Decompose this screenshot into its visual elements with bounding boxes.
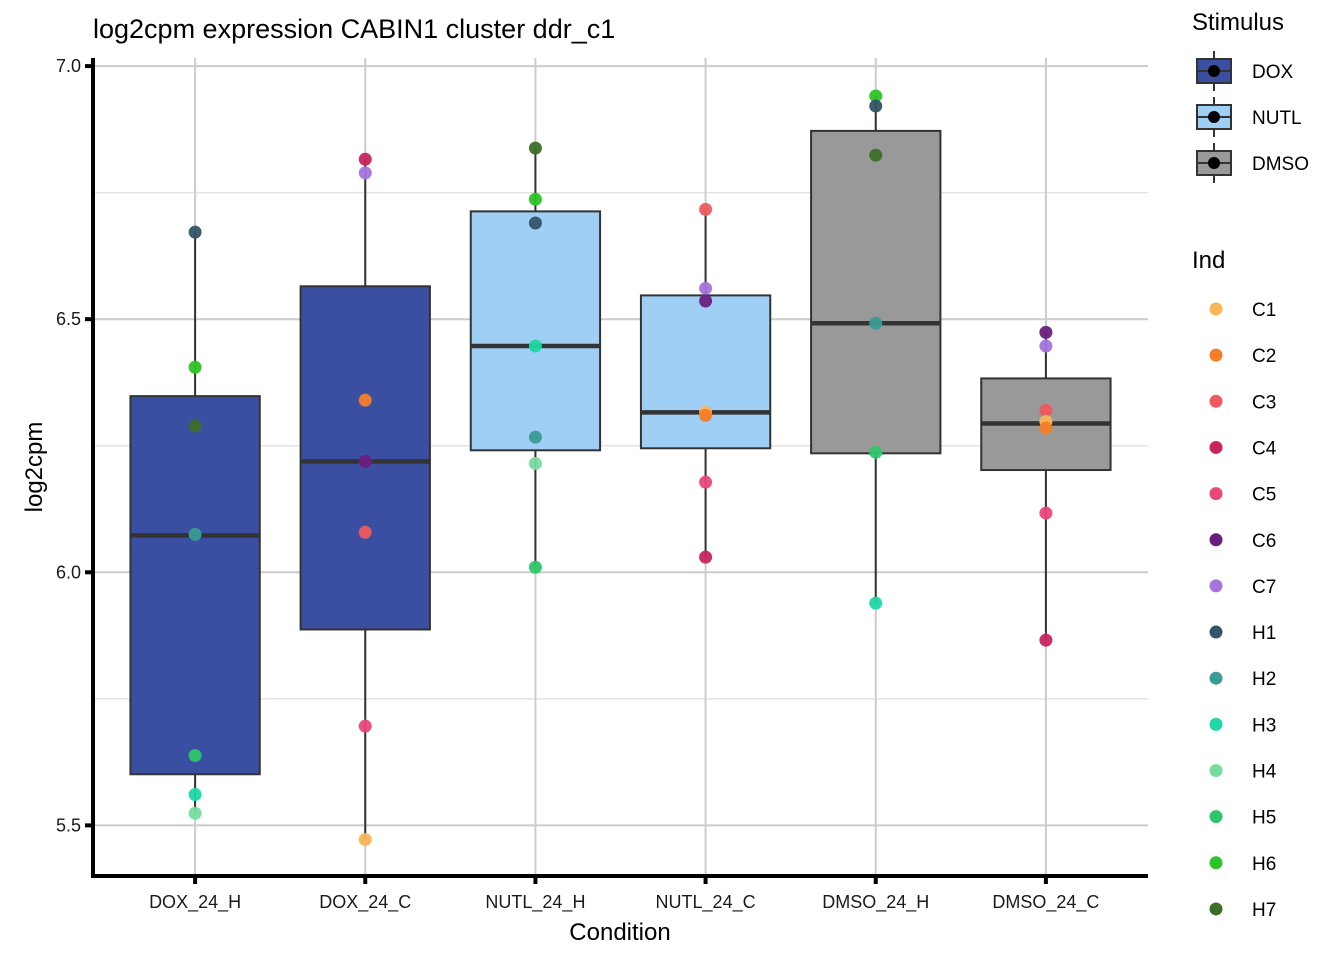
legend-label-C1: C1 [1252,300,1276,321]
y-tick-label: 6.0 [56,562,81,582]
x-tick-label: DOX_24_C [319,892,411,913]
legend-label-H5: H5 [1252,808,1276,829]
data-point-H7 [528,141,542,155]
x-axis-title: Condition [569,919,670,946]
box-NUTL_24_H [469,210,602,452]
data-point-H5 [869,445,883,459]
legend-key-point-C6 [1209,533,1223,547]
legend-label-H1: H1 [1252,623,1276,644]
data-point-C6 [699,294,713,308]
boxes [129,95,1112,840]
legend-label-H4: H4 [1252,762,1277,783]
data-point-C4 [1039,633,1053,647]
x-tick-label: DMSO_24_C [992,892,1099,913]
points [188,89,1053,847]
data-point-H6 [869,89,883,103]
legend-label-C6: C6 [1252,531,1276,552]
data-point-C5 [699,475,713,489]
legend-key-point-H2 [1209,671,1223,685]
legend-title-ind: Ind [1192,247,1225,274]
legend-label-C5: C5 [1252,485,1276,506]
data-point-H5 [188,749,202,763]
data-point-C2 [1039,421,1053,435]
legend-key-point-H6 [1209,856,1223,870]
y-tick-label: 5.5 [56,815,81,835]
legend-key-point-C4 [1209,440,1223,454]
data-point-C7 [1039,339,1053,353]
data-point-H1 [869,99,883,113]
x-tick-label: DMSO_24_H [822,892,929,913]
legend-label-DOX: DOX [1252,62,1294,83]
data-point-H3 [528,339,542,353]
legend-key-point [1208,157,1220,169]
data-point-H4 [188,806,202,820]
data-point-C6 [358,454,372,468]
legend-label-H3: H3 [1252,715,1276,736]
data-point-C4 [699,550,713,564]
legend-key-point-H5 [1209,810,1223,824]
data-point-C3 [358,525,372,539]
data-point-H2 [869,316,883,330]
data-point-H1 [528,216,542,230]
legend-key-point-C1 [1209,302,1223,316]
data-point-C6 [1039,325,1053,339]
data-point-C5 [358,719,372,733]
data-point-C7 [358,166,372,180]
legend-label-C2: C2 [1252,346,1276,367]
data-point-C3 [1039,403,1053,417]
data-point-H7 [869,148,883,162]
data-point-C2 [699,408,713,422]
x-tick-label: NUTL_24_C [656,892,756,913]
data-point-H1 [188,225,202,239]
legend-title-stimulus: Stimulus [1192,9,1284,36]
x-tick-label: NUTL_24_H [485,892,585,913]
legend-key-point-C2 [1209,348,1223,362]
data-point-H6 [188,360,202,374]
y-axis-title: log2cpm [21,422,48,513]
x-tick-label: DOX_24_H [149,892,241,913]
data-point-C1 [358,833,372,847]
data-point-H2 [528,430,542,444]
legend-key-point-H4 [1209,764,1223,777]
box-NUTL_24_C [639,294,772,450]
data-point-H3 [188,788,202,802]
legend-key-point-H3 [1209,717,1223,731]
data-point-H4 [528,456,542,470]
chart-title: log2cpm expression CABIN1 cluster ddr_c1 [93,14,615,44]
legend-key-point [1208,111,1220,123]
legend-key-point-C7 [1209,579,1223,593]
legend-label-C4: C4 [1252,438,1277,459]
legend-label-H7: H7 [1252,900,1276,921]
legend-key-point-C5 [1209,487,1223,501]
y-tick-label: 7.0 [56,56,81,76]
legend-label-C7: C7 [1252,577,1276,598]
data-point-C5 [1039,506,1053,520]
legend-key-point-H1 [1209,625,1223,639]
data-point-C2 [358,393,372,407]
legend-key-point [1208,65,1220,77]
data-point-H3 [869,596,883,610]
axes: 5.5 6.0 6.5 7.0 DOX_24_H DOX_24_C NUTL_24_H NUT… [56,56,1148,913]
data-point-H6 [528,192,542,206]
data-point-H7 [188,419,202,433]
legend-label-C3: C3 [1252,392,1276,413]
box-DOX_24_H [129,395,261,776]
y-tick-label: 6.5 [56,309,81,329]
legend-label-DMSO: DMSO [1252,154,1309,175]
data-point-H5 [528,560,542,574]
data-point-C4 [358,152,372,166]
data-point-H2 [188,527,202,541]
legend-label-NUTL: NUTL [1252,108,1302,129]
box-DMSO_24_H [810,129,942,455]
legend-label-H6: H6 [1252,854,1276,875]
legends: Stimulus DOX NUTL DMSO Ind C1 C2 C3 C4 C5 C6 C7 H1 H2… [1192,9,1309,921]
data-point-C3 [699,202,713,216]
legend-label-H2: H2 [1252,669,1276,690]
legend-key-point-H7 [1209,902,1223,916]
data-point-C7 [699,281,713,295]
legend-key-point-C3 [1209,394,1223,408]
